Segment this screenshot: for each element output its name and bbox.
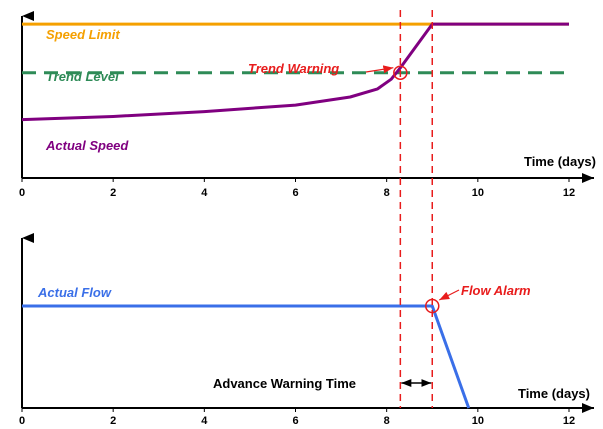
series-label-actual-speed: Actual Speed [45,138,129,153]
series-label-speed-limit: Speed Limit [46,27,120,42]
x-tick-label-2: 2 [110,187,116,199]
annotation-flow-alarm: Flow Alarm [461,283,531,298]
x-tick-label-0: 0 [19,187,25,199]
annotation-advance-warning-time: Advance Warning Time [213,376,356,391]
x-tick-label-10: 10 [472,415,484,427]
x-tick-label-8: 8 [384,415,390,427]
series-line-actual-speed [21,22,569,122]
top-x-tick-labels: 0 2 4 6 8 10 12 [19,178,575,199]
x-tick-label-12: 12 [563,187,575,199]
top-series-group [21,22,569,122]
top-chart-panel: 0 2 4 6 8 10 12 Time (days) Speed Limit Trend … [19,11,596,199]
flow-alarm-arrow [438,289,460,301]
bottom-series-labels: Actual Flow Flow Alarm Advance Warning T… [37,283,531,391]
x-tick-label-4: 4 [201,187,208,199]
bottom-x-tick-labels: 0 2 4 6 8 10 12 [19,408,575,427]
series-label-trend-level: Trend Level [46,69,119,84]
flow-alarm-marker [425,298,440,314]
top-series-labels: Speed Limit Trend Level Actual Speed Tre… [45,27,339,153]
x-tick-label-6: 6 [292,415,298,427]
trend-warning-marker [393,65,408,80]
x-tick-label-12: 12 [563,415,575,427]
x-tick-label-2: 2 [110,415,116,427]
annotation-trend-warning: Trend Warning [248,61,339,76]
x-tick-label-4: 4 [201,415,208,427]
bottom-series-group [22,304,471,409]
warning-overlay [365,10,460,408]
x-tick-label-6: 6 [292,187,298,199]
bottom-x-axis-title: Time (days) [518,386,590,401]
series-label-actual-flow: Actual Flow [37,285,112,300]
bottom-chart-panel: 0 2 4 6 8 10 12 Time (days) Actual Flow Flow A… [19,233,594,427]
x-tick-label-8: 8 [384,187,390,199]
x-tick-label-0: 0 [19,415,25,427]
x-tick-label-10: 10 [472,187,484,199]
trend-warning-arrow [365,65,394,74]
top-x-axis-title: Time (days) [524,154,596,169]
series-line-actual-flow [22,304,471,409]
